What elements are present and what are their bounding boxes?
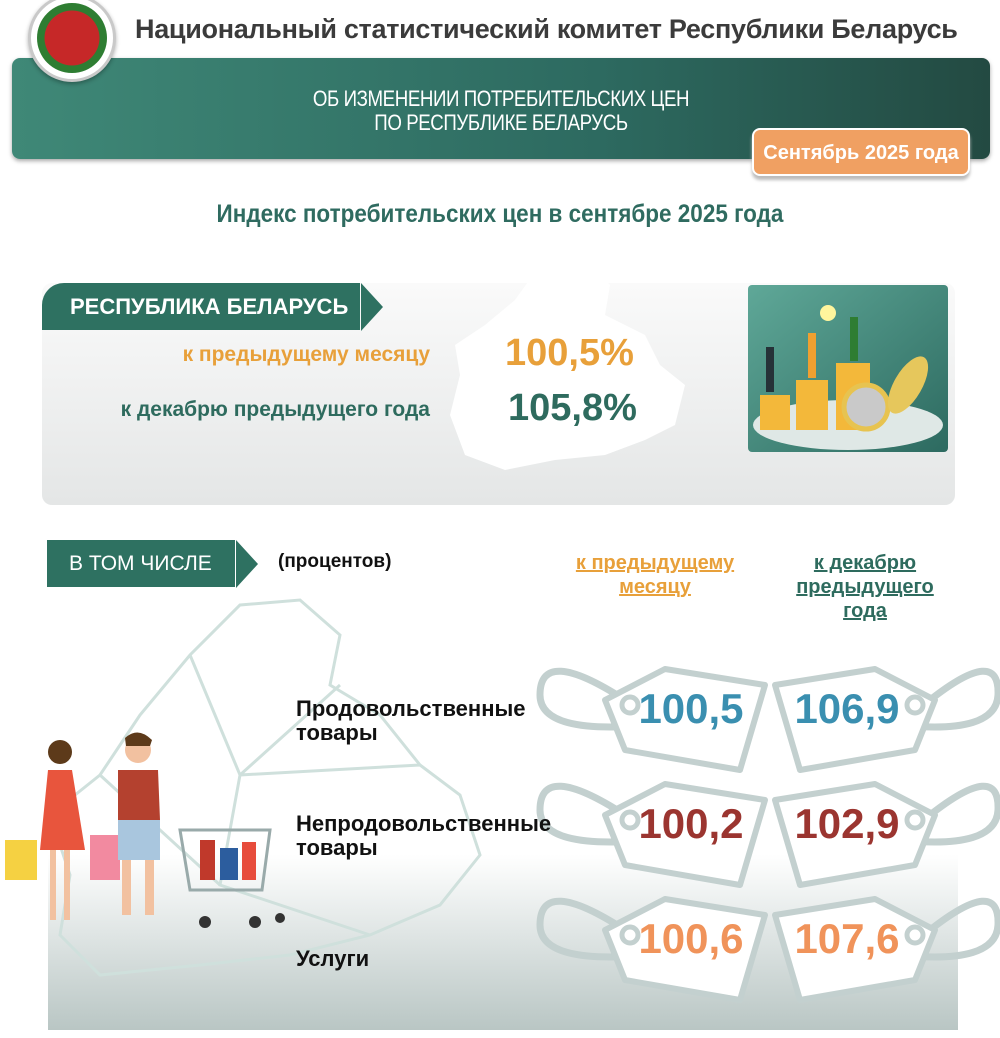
organization-title: Национальный статистический комитет Респ… bbox=[135, 14, 958, 44]
banner-title-line1: ОБ ИЗМЕНЕНИИ ПОТРЕБИТЕЛЬСКИХ ЦЕН bbox=[312, 86, 690, 111]
breakdown-ribbon: В ТОМ ЧИСЛЕ bbox=[47, 540, 235, 587]
dec-value: 105,8% bbox=[508, 387, 637, 429]
value-dec: 107,6 bbox=[794, 915, 900, 962]
category-label-line: товары bbox=[296, 835, 378, 860]
coins-illustration bbox=[748, 285, 948, 452]
category-label-line: Услуги bbox=[296, 946, 370, 971]
republic-ribbon: РЕСПУБЛИКА БЕЛАРУСЬ bbox=[42, 283, 360, 330]
value-prev-month: 100,5 bbox=[638, 685, 744, 732]
category-label-line: товары bbox=[296, 720, 378, 745]
column-header-dec: к декабрю предыдущего года bbox=[760, 551, 970, 623]
price-tags-pair bbox=[536, 896, 1000, 1003]
period-badge: Сентябрь 2025 года bbox=[752, 128, 970, 176]
prev-month-label: к предыдущему месяцу bbox=[182, 343, 430, 366]
header-line: к предыдущему bbox=[575, 552, 735, 574]
header-line: месяцу bbox=[619, 576, 691, 598]
belstat-logo bbox=[28, 0, 116, 82]
category-label-line: Непродовольственные bbox=[296, 811, 552, 836]
belarus-map-shape bbox=[450, 260, 685, 470]
category-label: Непродовольственные товары bbox=[296, 812, 551, 860]
dec-label: к декабрю предыдущего года bbox=[120, 398, 430, 421]
price-tags-pair bbox=[536, 666, 1000, 773]
category-label: Услуги bbox=[296, 947, 369, 971]
prev-month-value: 100,5% bbox=[505, 332, 634, 374]
ribbon-arrow-icon bbox=[361, 283, 383, 331]
belarus-regions-map bbox=[48, 598, 482, 977]
section-subtitle: Индекс потребительских цен в сентябре 20… bbox=[216, 200, 784, 228]
value-prev-month: 100,2 bbox=[638, 800, 744, 847]
header-line: предыдущего bbox=[796, 576, 934, 598]
category-label: Продовольственные товары bbox=[296, 697, 526, 745]
ribbon-arrow-icon bbox=[236, 540, 258, 588]
shoppers-illustration bbox=[5, 732, 285, 928]
header-line: года bbox=[843, 600, 887, 622]
header-line: к декабрю bbox=[813, 552, 917, 574]
unit-label: (процентов) bbox=[278, 551, 392, 572]
value-prev-month: 100,6 bbox=[638, 915, 744, 962]
price-tags-pair bbox=[536, 781, 1000, 888]
column-header-prev-month: к предыдущему месяцу bbox=[545, 551, 765, 599]
value-dec: 106,9 bbox=[794, 685, 900, 732]
category-label-line: Продовольственные bbox=[296, 696, 526, 721]
value-dec: 102,9 bbox=[794, 800, 900, 847]
banner-title-line2: ПО РЕСПУБЛИКЕ БЕЛАРУСЬ bbox=[374, 110, 628, 135]
